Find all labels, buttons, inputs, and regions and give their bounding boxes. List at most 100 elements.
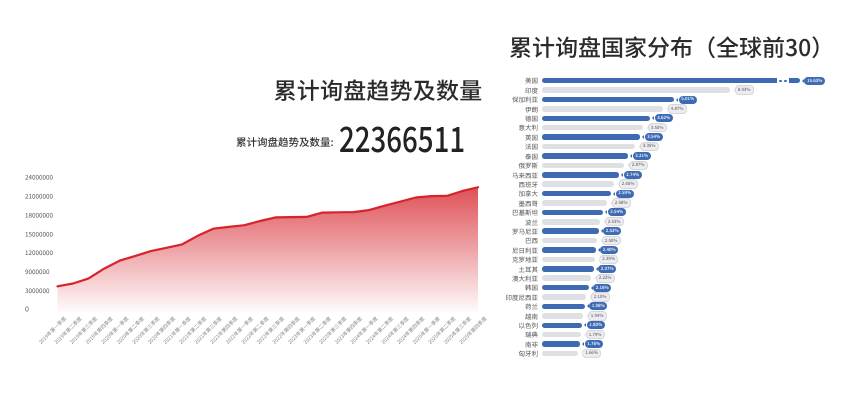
trend-area-chart: 0 3000000 9000000 12000000 15000000 18000000 2… — [25, 173, 488, 346]
trend-y-axis-label: 24000000 — [25, 173, 53, 182]
country-bar-row: 南非 1.76% — [505, 339, 850, 349]
badge-tail-icon — [597, 257, 600, 262]
country-bar-row: 泰国 3.21% — [505, 151, 850, 160]
country-value-badge: 5.01% — [676, 95, 697, 104]
country-bar-row: 匈牙利 1.66% — [505, 348, 850, 359]
badge-tail-icon — [638, 144, 641, 149]
country-value-text: 5.01% — [681, 96, 695, 103]
country-name-label: 加拿大 — [518, 188, 539, 199]
country-name-label: 德国 — [525, 113, 538, 124]
country-bar-row: 印度尼西亚 2.10% — [505, 291, 850, 302]
country-name-label: 以色列 — [518, 320, 539, 331]
country-chart-title: 累计询盘国家分布（全球前30） — [509, 28, 835, 63]
country-bar-row: 韩国 2.16% — [505, 283, 850, 292]
country-value-badge: 3.62% — [652, 114, 673, 123]
country-bar — [542, 115, 650, 122]
country-name-label: 英国 — [525, 131, 538, 142]
country-name-label: 瑞典 — [525, 329, 538, 340]
country-name-label: 澳大利亚 — [512, 272, 538, 283]
country-bar — [542, 134, 640, 140]
country-bar — [542, 350, 578, 357]
country-value-badge: 4.87% — [666, 104, 687, 114]
trend-y-axis-label: 0 — [25, 304, 29, 314]
country-bar-row: 法国 3.35% — [505, 141, 850, 152]
country-value-text: 2.22% — [598, 275, 612, 282]
country-bar-row: 波兰 2.53% — [505, 217, 850, 227]
badge-tail-icon — [646, 125, 649, 130]
badge-tail-icon — [584, 323, 587, 328]
country-bar-row: 美国 15.63% — [505, 76, 850, 85]
country-name-label: 印度尼西亚 — [505, 291, 539, 302]
country-bar-row: 澳大利亚 2.22% — [505, 272, 850, 283]
country-value-text: 2.10% — [593, 293, 607, 300]
country-bar — [542, 303, 585, 310]
country-value-badge: 1.80% — [584, 321, 605, 330]
country-value-text: 2.54% — [610, 209, 624, 216]
country-name-label: 巴西 — [525, 235, 538, 246]
country-value-badge: 2.53% — [603, 217, 624, 227]
country-bar — [542, 87, 730, 93]
country-bar-row: 土耳其 2.37% — [505, 264, 850, 273]
country-value-badge: 2.65% — [617, 179, 638, 189]
country-value-text: 2.52% — [605, 228, 619, 235]
country-name-label: 马来西亚 — [512, 169, 538, 180]
country-value-text: 2.53% — [607, 218, 621, 225]
country-bar — [542, 266, 594, 272]
country-name-label: 伊朗 — [525, 103, 538, 114]
country-name-label: 法国 — [525, 141, 538, 152]
country-name-label: 美国 — [525, 75, 538, 86]
country-bar-row: 伊朗 4.87% — [505, 103, 850, 114]
country-name-label: 意大利 — [518, 122, 539, 133]
country-bar — [542, 190, 611, 197]
country-bar-row: 尼日利亚 2.40% — [505, 245, 850, 254]
badge-tail-icon — [621, 172, 624, 177]
badge-tail-icon — [605, 210, 608, 215]
country-value-badge: 2.10% — [589, 292, 610, 302]
country-name-label: 荷兰 — [525, 301, 538, 312]
country-bar-row: 墨西哥 2.58% — [505, 197, 850, 208]
country-bar-row: 俄罗斯 2.87% — [505, 160, 850, 171]
trend-chart-title: 累计询盘趋势及数量 — [273, 72, 483, 106]
country-value-text: 1.79% — [588, 331, 602, 338]
country-value-badge: 2.40% — [597, 246, 619, 254]
country-bar — [542, 228, 599, 234]
country-name-label: 泰国 — [525, 150, 538, 161]
country-name-label: 越南 — [525, 310, 538, 321]
trend-stat-label: 累计询盘趋势及数量: — [236, 134, 334, 150]
country-value-text: 1.94% — [590, 312, 604, 319]
country-bar-row: 以色列 1.80% — [505, 321, 850, 330]
country-value-badge: 2.37% — [595, 264, 617, 273]
country-value-text: 1.98% — [591, 303, 605, 310]
country-value-badge: 1.79% — [584, 329, 605, 340]
trend-y-axis-label: 3000000 — [25, 286, 50, 295]
country-bar-row: 马来西亚 2.74% — [505, 170, 850, 179]
badge-tail-icon — [630, 153, 633, 158]
country-name-label: 墨西哥 — [518, 197, 539, 208]
badge-tail-icon — [580, 351, 583, 356]
country-value-text: 2.74% — [626, 171, 640, 178]
country-bar — [542, 153, 628, 159]
country-value-badge: 3.54% — [642, 133, 663, 142]
badge-tail-icon — [600, 238, 603, 243]
country-value-text: 1.80% — [589, 322, 603, 329]
country-value-badge: 2.39% — [597, 254, 619, 265]
badge-tail-icon — [642, 135, 645, 140]
country-value-text: 2.65% — [621, 181, 635, 188]
country-value-badge: 2.52% — [600, 227, 622, 236]
country-bar — [542, 247, 596, 253]
country-bar — [542, 124, 643, 131]
country-bar — [542, 284, 589, 291]
country-bar — [542, 275, 591, 281]
bar-break-cap — [788, 77, 800, 84]
country-value-text: 3.62% — [657, 115, 671, 122]
bar-break-dash — [784, 79, 787, 82]
badge-tail-icon — [676, 97, 679, 102]
country-bar — [542, 172, 619, 178]
country-bar — [542, 143, 635, 150]
country-bar — [542, 181, 614, 187]
country-value-text: 8.93% — [737, 87, 751, 93]
country-name-label: 克罗地亚 — [512, 254, 538, 265]
country-value-text: 2.39% — [602, 256, 615, 263]
country-bar — [542, 106, 663, 112]
